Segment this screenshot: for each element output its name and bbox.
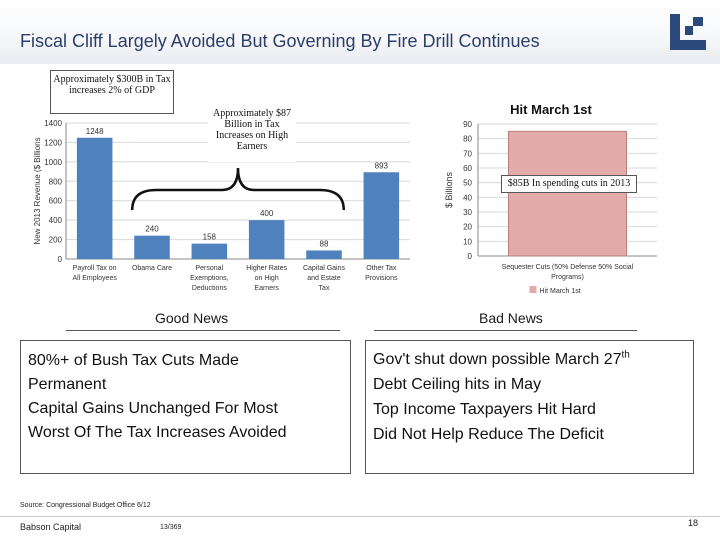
chart-title: Hit March 1st: [510, 102, 592, 117]
document-code: 13/369: [160, 524, 182, 531]
good-news-item: 80%+ of Bush Tax Cuts Made: [28, 352, 239, 369]
x-category-label: Deductions: [192, 285, 228, 292]
bad-news-box: Gov't shut down possible March 27th Debt…: [365, 340, 694, 474]
revenue-bar: [191, 243, 228, 259]
callout-spending-cuts: $85B In spending cuts in 2013: [501, 175, 637, 193]
x-category-label: and Estate: [307, 275, 341, 282]
footer-divider: [0, 516, 720, 517]
y-tick-label: 60: [463, 164, 472, 173]
x-category-label: Higher Rates: [246, 265, 287, 272]
bad-news-label: Bad News: [479, 310, 543, 326]
y-tick-label: 800: [49, 177, 63, 186]
good-news-item: Permanent: [28, 376, 107, 393]
good-news-item: Capital Gains Unchanged For Most: [28, 400, 278, 417]
y-tick-label: 40: [463, 193, 472, 202]
y-tick-label: 200: [49, 236, 63, 245]
bar-data-label: 1248: [86, 127, 104, 136]
y-axis-label: New 2013 Revenue ($ Billions: [33, 137, 42, 244]
babson-logo-icon: [670, 14, 706, 50]
good-news-box: 80%+ of Bush Tax Cuts Made Permanent Cap…: [20, 340, 351, 474]
page-number: 18: [688, 518, 699, 528]
x-category-label: Provisions: [365, 275, 398, 282]
callout-tax-increases: Approximately $300B in Tax increases 2% …: [50, 70, 174, 114]
good-news-label: Good News: [155, 310, 229, 326]
legend-swatch: [529, 286, 537, 293]
y-tick-label: 0: [58, 255, 63, 264]
slide-title: Fiscal Cliff Largely Avoided But Governi…: [20, 31, 540, 51]
y-tick-label: 80: [463, 135, 472, 144]
y-tick-label: 90: [463, 120, 472, 129]
legend-label: Hit March 1st: [540, 288, 581, 295]
x-category-label: Personal: [196, 265, 224, 272]
revenue-bar: [134, 235, 170, 259]
bad-news-item: Debt Ceiling hits in May: [373, 376, 542, 393]
x-category-label: Earners: [254, 285, 279, 292]
revenue-bar: [248, 220, 285, 259]
bad-news-item-sup: th: [621, 349, 630, 361]
x-category-label: on High: [255, 275, 279, 282]
x-category-label: Programs): [551, 274, 584, 281]
y-tick-label: 1000: [44, 158, 62, 167]
y-tick-label: 1200: [44, 138, 62, 147]
bad-news-item-text: Gov't shut down possible March 27: [373, 351, 622, 368]
revenue-bar: [76, 137, 113, 259]
y-tick-label: 0: [468, 252, 473, 261]
bar-data-label: 158: [203, 233, 217, 242]
callout-high-earners: Approximately $87 Billion in Tax Increas…: [208, 102, 296, 162]
x-category-label: Obama Care: [132, 265, 172, 272]
y-tick-label: 30: [463, 208, 472, 217]
bad-news-item: Gov't shut down possible March 27th: [373, 347, 693, 372]
bad-news-divider: [374, 330, 637, 331]
y-tick-label: 10: [463, 237, 472, 246]
x-category-label: All Employees: [72, 275, 117, 282]
bar-data-label: 893: [375, 161, 389, 170]
sequester-bar: [507, 130, 628, 257]
revenue-bar: [306, 250, 342, 259]
y-tick-label: 70: [463, 149, 472, 158]
bar-data-label: 240: [145, 225, 159, 234]
bar-data-label: 88: [320, 239, 329, 248]
x-category-label: Sequester Cuts (50% Defense 50% Social: [502, 264, 634, 271]
x-category-label: Capital Gains: [303, 265, 346, 272]
header-band: [0, 0, 720, 64]
x-category-label: Other Tax: [366, 265, 397, 272]
bar-data-label: 400: [260, 209, 274, 218]
y-tick-label: 400: [49, 216, 63, 225]
good-news-divider: [66, 330, 340, 331]
y-tick-label: 1400: [44, 119, 62, 128]
company-name: Babson Capital: [20, 522, 82, 532]
y-tick-label: 20: [463, 223, 472, 232]
sequester-chart: 0 10 20 30 40 50 60 70 80 90 $ Billions Hit March 1…: [444, 102, 657, 295]
y-axis-label: $ Billions: [444, 171, 454, 208]
x-category-label: Payroll Tax on: [73, 265, 117, 272]
bad-news-item: Did Not Help Reduce The Deficit: [373, 426, 604, 443]
grouping-brace: [130, 167, 346, 211]
y-tick-label: 50: [463, 179, 472, 188]
revenue-bar: [363, 172, 400, 259]
good-news-item: Worst Of The Tax Increases Avoided: [28, 424, 287, 441]
y-tick-label: 600: [49, 197, 63, 206]
x-category-label: Tax: [319, 285, 330, 292]
x-category-label: Exemptions,: [190, 275, 229, 282]
source-note: Source: Congressional Budget Office 6/12: [20, 502, 151, 509]
bad-news-item: Top Income Taxpayers Hit Hard: [373, 401, 596, 418]
